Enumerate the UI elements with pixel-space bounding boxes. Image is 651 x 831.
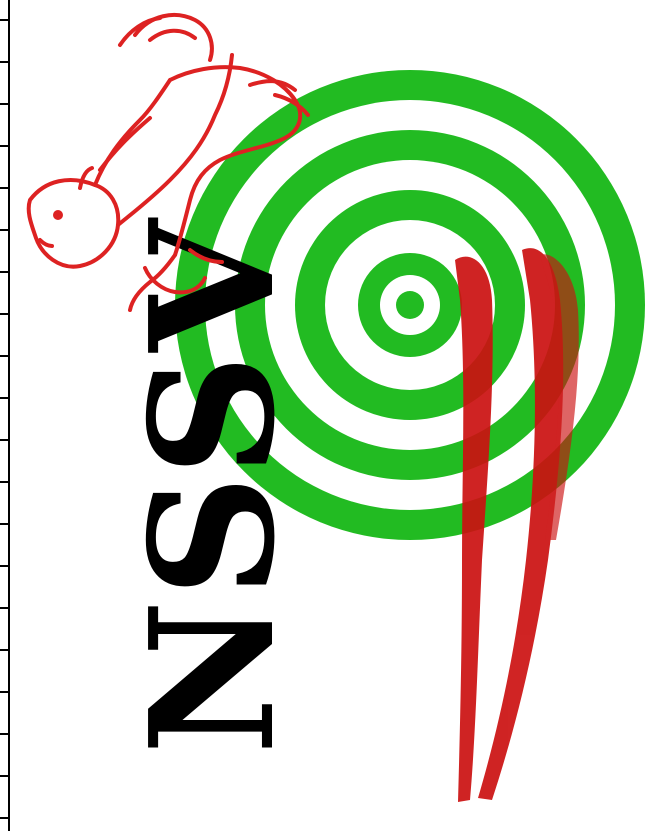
horse-icon [26,13,310,312]
brush-stroke-icon [455,248,579,802]
target-icon [175,70,645,540]
left-edge-ruler [0,0,10,831]
logo-lettering: NSSV [113,217,313,755]
